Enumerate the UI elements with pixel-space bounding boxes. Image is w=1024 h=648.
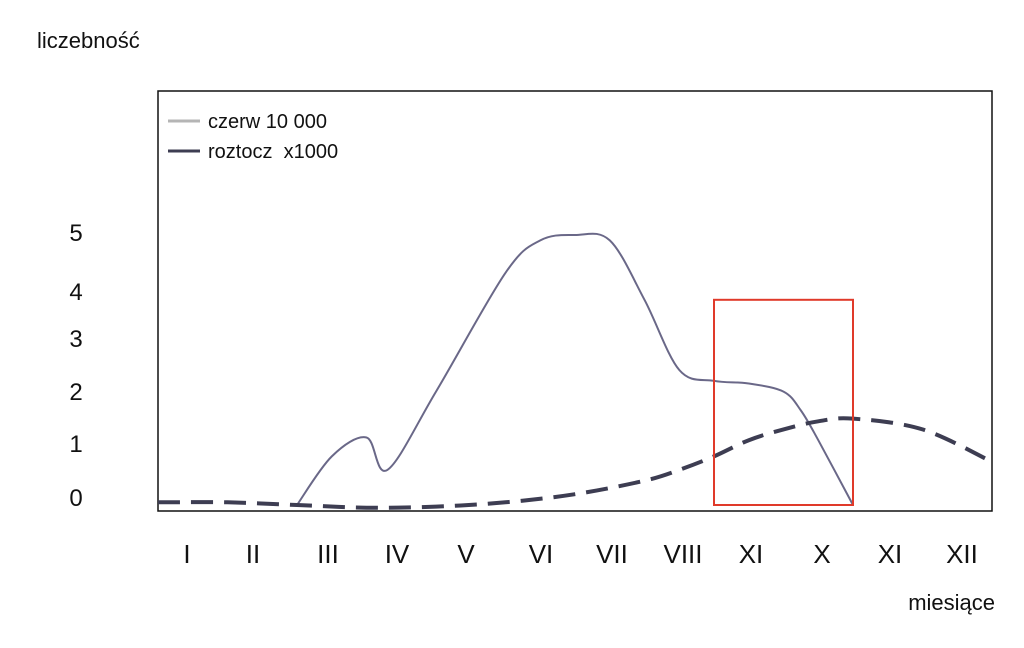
y-tick-label: 2 [69,379,82,406]
plot-area [157,232,993,510]
x-tick-labels: I II III IV V VI VII VIII XI X XI XII [183,539,978,569]
y-axis-label: liczebność [37,28,140,53]
legend-label-czerw: czerw 10 000 [208,111,327,133]
plot-frame [157,90,993,512]
x-tick-label: VII [596,539,628,569]
x-axis-label: miesiące [908,590,995,615]
legend-label-roztocz: roztocz x1000 [208,141,338,163]
highlight-box [713,298,854,506]
x-tick-label: V [457,539,475,569]
y-tick-label: 0 [69,485,82,512]
x-tick-label: I [183,539,190,569]
y-tick-label: 4 [69,279,82,306]
y-tick-label: 3 [69,326,82,353]
y-tick-labels: 0 1 2 3 4 5 [69,220,82,512]
x-tick-label: III [317,539,339,569]
x-tick-label: IV [385,539,410,569]
x-tick-label: XII [946,539,978,569]
y-tick-label: 5 [69,220,82,247]
x-tick-label: XI [878,539,903,569]
x-tick-label: XI [739,539,764,569]
x-tick-label: II [246,539,260,569]
series-line-czerw [296,232,854,506]
legend: czerw 10 000 roztocz x1000 [168,111,338,163]
x-tick-label: VIII [663,539,702,569]
y-tick-label: 1 [69,431,82,458]
x-tick-label: VI [529,539,554,569]
series-line-roztocz [157,416,993,510]
x-tick-label: X [813,539,830,569]
